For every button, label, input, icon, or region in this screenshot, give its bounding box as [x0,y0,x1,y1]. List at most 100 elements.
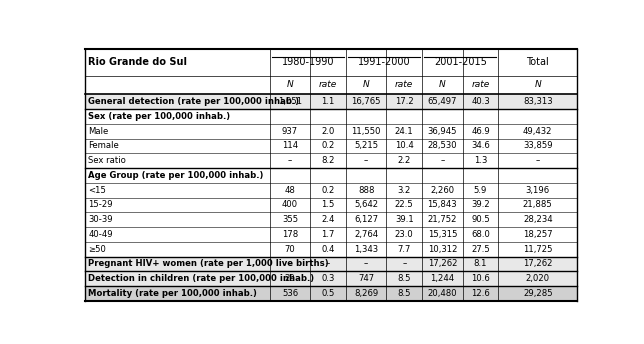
Text: Female: Female [88,141,119,150]
Text: 10.6: 10.6 [471,274,490,283]
Text: –: – [440,156,444,165]
Text: 39.2: 39.2 [471,201,490,209]
Text: 8.1: 8.1 [474,259,488,268]
Text: 22.5: 22.5 [395,201,413,209]
Text: 1980-1990: 1980-1990 [281,57,334,67]
Text: 30-39: 30-39 [88,215,113,224]
Text: 15,315: 15,315 [428,230,457,239]
Text: 46.9: 46.9 [471,127,490,136]
Text: 937: 937 [282,127,298,136]
Text: –: – [288,156,292,165]
Text: –: – [536,156,540,165]
Text: 21,752: 21,752 [428,215,457,224]
Text: 2,260: 2,260 [430,186,455,195]
Text: 1.3: 1.3 [474,156,488,165]
Text: 2.0: 2.0 [321,127,335,136]
Text: 888: 888 [358,186,374,195]
Text: 8.5: 8.5 [397,289,411,298]
Text: 15-29: 15-29 [88,201,113,209]
Text: 0.3: 0.3 [321,274,335,283]
Text: 17,262: 17,262 [428,259,457,268]
Text: 2.2: 2.2 [397,156,411,165]
Text: N: N [287,80,294,89]
Text: 10,312: 10,312 [428,245,457,254]
Text: 24.1: 24.1 [395,127,413,136]
Text: 0.4: 0.4 [321,245,335,254]
Text: 21,885: 21,885 [523,201,553,209]
Text: 39.1: 39.1 [395,215,413,224]
Text: N: N [535,80,541,89]
Text: Pregnant HIV+ women (rate per 1,000 live births): Pregnant HIV+ women (rate per 1,000 live… [88,259,329,268]
Text: 5.9: 5.9 [474,186,488,195]
Text: 17,262: 17,262 [523,259,553,268]
Text: 7.7: 7.7 [397,245,411,254]
Text: 2,764: 2,764 [354,230,378,239]
Text: 12.6: 12.6 [471,289,490,298]
Text: rate: rate [395,80,413,89]
Text: 2001-2015: 2001-2015 [434,57,487,67]
Text: 400: 400 [282,201,298,209]
Text: 1,343: 1,343 [354,245,378,254]
Text: 1,244: 1,244 [430,274,455,283]
Text: 18,257: 18,257 [523,230,553,239]
Text: 36,945: 36,945 [428,127,457,136]
Text: 8.2: 8.2 [321,156,335,165]
Text: 11,550: 11,550 [352,127,381,136]
Text: 34.6: 34.6 [471,141,490,150]
Text: 68.0: 68.0 [471,230,490,239]
Text: 178: 178 [282,230,298,239]
Text: 3.2: 3.2 [397,186,411,195]
Text: 20,480: 20,480 [428,289,457,298]
Text: 16,765: 16,765 [352,97,381,106]
Text: Total: Total [526,57,549,67]
Text: 49,432: 49,432 [523,127,553,136]
Text: 11,725: 11,725 [523,245,553,254]
Text: 5,642: 5,642 [354,201,378,209]
Text: 27.5: 27.5 [471,245,490,254]
Text: 0.2: 0.2 [321,141,335,150]
Text: Mortality (rate per 100,000 inhab.): Mortality (rate per 100,000 inhab.) [88,289,258,298]
Text: 28,234: 28,234 [523,215,553,224]
Text: 29,285: 29,285 [523,289,553,298]
Text: 1.5: 1.5 [321,201,335,209]
Text: rate: rate [471,80,489,89]
Text: –: – [364,156,368,165]
Text: 5,215: 5,215 [354,141,378,150]
Text: 10.4: 10.4 [395,141,413,150]
Text: 1991-2000: 1991-2000 [358,57,410,67]
Text: 0.5: 0.5 [321,289,335,298]
Text: Sex (rate per 100,000 inhab.): Sex (rate per 100,000 inhab.) [88,112,231,121]
Text: 48: 48 [285,186,296,195]
Text: 28,530: 28,530 [428,141,457,150]
Text: 747: 747 [358,274,374,283]
Text: N: N [363,80,370,89]
Text: 2.4: 2.4 [321,215,335,224]
Bar [86,94,577,109]
Text: 29: 29 [285,274,296,283]
Text: 65,497: 65,497 [428,97,457,106]
Text: 1.7: 1.7 [321,230,335,239]
Text: rate: rate [319,80,337,89]
Text: 3,196: 3,196 [526,186,550,195]
Text: ≥50: ≥50 [88,245,106,254]
Text: 83,313: 83,313 [523,97,553,106]
Text: 15,843: 15,843 [428,201,457,209]
Text: General detection (rate per 100,000 inhab.): General detection (rate per 100,000 inha… [88,97,299,106]
Text: 1.1: 1.1 [321,97,335,106]
Text: Age Group (rate per 100,000 inhab.): Age Group (rate per 100,000 inhab.) [88,171,264,180]
Text: 17.2: 17.2 [395,97,413,106]
Text: 40-49: 40-49 [88,230,113,239]
Text: Detection in children (rate per 100,000 inhab.): Detection in children (rate per 100,000 … [88,274,315,283]
Text: 2,020: 2,020 [526,274,550,283]
Text: 536: 536 [282,289,298,298]
Text: 1,051: 1,051 [278,97,302,106]
Text: Sex ratio: Sex ratio [88,156,126,165]
Bar [86,271,577,286]
Text: 6,127: 6,127 [354,215,378,224]
Text: N: N [439,80,446,89]
Text: 355: 355 [282,215,298,224]
Text: 23.0: 23.0 [395,230,413,239]
Text: 114: 114 [282,141,298,150]
Text: 90.5: 90.5 [471,215,490,224]
Text: <15: <15 [88,186,106,195]
